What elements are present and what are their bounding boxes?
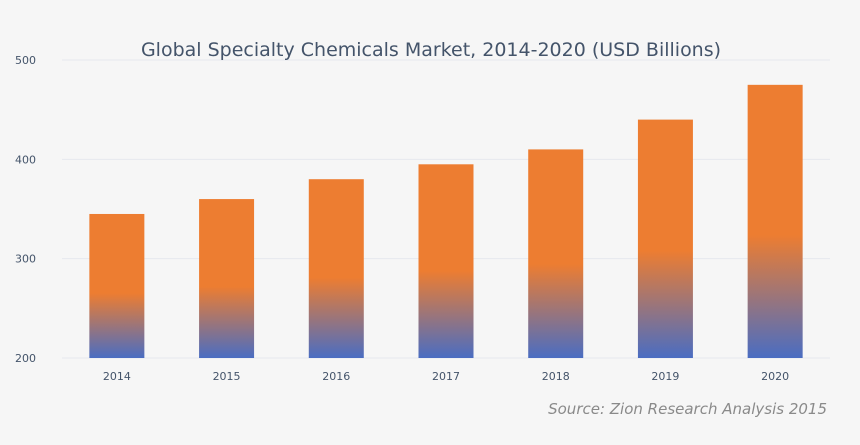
bar-2016 [308, 179, 364, 358]
bar-2015 [199, 199, 255, 358]
x-tick-label: 2015 [213, 370, 241, 383]
bar-2018 [528, 149, 584, 358]
bar-2020 [747, 84, 803, 358]
x-tick-label: 2018 [542, 370, 570, 383]
bar-2017 [418, 164, 474, 358]
y-tick-label: 400 [15, 153, 36, 166]
bar-2019 [637, 119, 693, 358]
x-tick-label: 2016 [322, 370, 350, 383]
source-annotation: Source: Zion Research Analysis 2015 [548, 400, 827, 418]
x-tick-label: 2020 [761, 370, 789, 383]
x-tick-label: 2017 [432, 370, 460, 383]
bar-2014 [89, 213, 145, 358]
y-tick-label: 300 [15, 253, 36, 266]
x-tick-label: 2014 [103, 370, 131, 383]
y-tick-label: 500 [15, 54, 36, 67]
y-tick-label: 200 [15, 352, 36, 365]
chart-title: Global Specialty Chemicals Market, 2014-… [141, 39, 721, 61]
x-tick-label: 2019 [651, 370, 679, 383]
